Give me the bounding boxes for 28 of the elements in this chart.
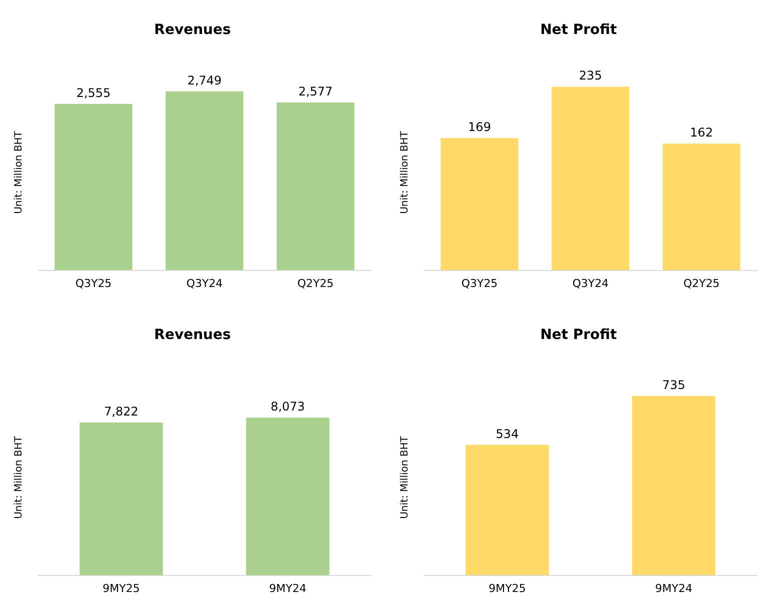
x-tick-label: Q3Y25: [75, 277, 112, 290]
x-tick-label: Q3Y24: [186, 277, 223, 290]
data-label: 8,073: [270, 400, 305, 414]
data-label: 735: [662, 378, 686, 392]
x-tick-label: 9MY24: [269, 582, 306, 595]
data-label: 235: [579, 68, 602, 83]
x-tick-label: 9MY25: [488, 582, 526, 595]
x-tick-label: 9MY25: [102, 582, 140, 595]
data-label: 2,749: [187, 73, 222, 88]
data-label: 7,822: [104, 404, 138, 418]
y-axis-title: Unit: Million BHT: [14, 130, 24, 214]
x-tick-label: 9MY24: [655, 582, 692, 595]
data-label: 162: [690, 126, 713, 140]
data-label: 2,555: [76, 86, 111, 100]
chart-title: Revenues: [154, 327, 231, 343]
chart-title: Net Profit: [540, 22, 618, 38]
chart-title: Revenues: [154, 22, 231, 38]
data-label: 2,577: [298, 84, 333, 98]
x-tick-label: Q3Y25: [461, 277, 498, 290]
y-axis-title: Unit: Million BHT: [400, 435, 410, 519]
x-tick-label: Q2Y25: [297, 277, 334, 290]
data-label: 534: [496, 426, 519, 441]
y-axis-title: Unit: Million BHT: [14, 435, 24, 519]
x-tick-label: Q2Y25: [683, 277, 720, 290]
data-label: 169: [468, 120, 491, 134]
x-tick-label: Q3Y24: [572, 277, 609, 290]
chart-title: Net Profit: [540, 327, 618, 343]
y-axis-title: Unit: Million BHT: [400, 130, 410, 214]
